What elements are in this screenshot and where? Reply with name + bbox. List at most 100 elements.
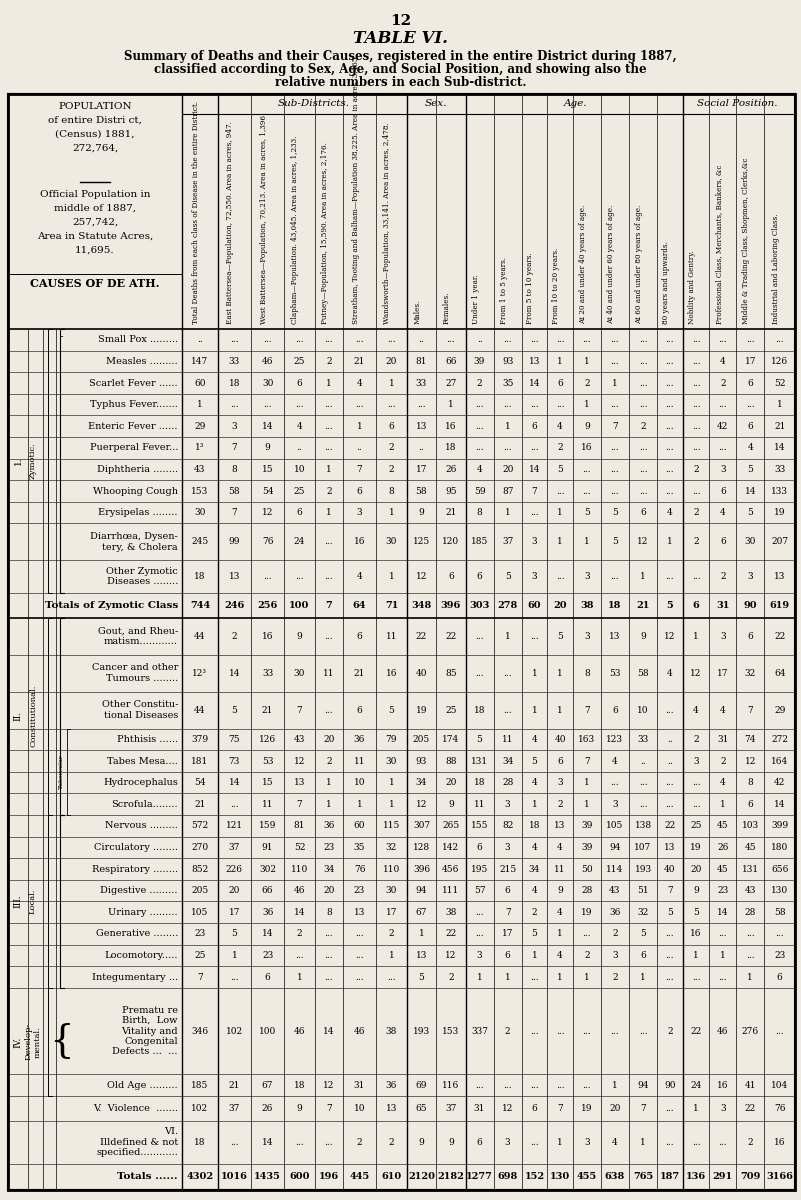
- Text: classified according to Sex, Age, and Social Position, and showing also the: classified according to Sex, Age, and So…: [154, 62, 647, 76]
- Text: 5: 5: [477, 734, 482, 744]
- Text: ...: ...: [718, 335, 727, 344]
- Text: Scrofula........: Scrofula........: [111, 799, 178, 809]
- Text: 31: 31: [474, 1104, 485, 1112]
- Text: ...: ...: [530, 1026, 539, 1036]
- Text: ...: ...: [692, 421, 700, 431]
- Text: ...: ...: [530, 335, 539, 344]
- Text: 12: 12: [638, 538, 649, 546]
- Text: 54: 54: [262, 486, 273, 496]
- Text: 1: 1: [532, 668, 537, 678]
- Text: 136: 136: [686, 1172, 706, 1181]
- Text: 6: 6: [477, 842, 482, 852]
- Text: 9: 9: [296, 631, 302, 641]
- Text: ...: ...: [556, 1080, 565, 1090]
- Text: 52: 52: [294, 842, 305, 852]
- Text: 22: 22: [745, 1104, 756, 1112]
- Text: 5: 5: [505, 572, 510, 581]
- Text: 37: 37: [445, 1104, 457, 1112]
- Text: 3: 3: [720, 631, 726, 641]
- Text: 1: 1: [505, 972, 510, 982]
- Text: 6: 6: [640, 950, 646, 960]
- Text: 25: 25: [690, 821, 702, 830]
- Text: 32: 32: [638, 907, 649, 917]
- Text: From 1 to 5 years.: From 1 to 5 years.: [500, 257, 508, 324]
- Text: 6: 6: [532, 1104, 537, 1112]
- Text: 1016: 1016: [221, 1172, 248, 1181]
- Text: 153: 153: [191, 486, 208, 496]
- Text: 65: 65: [416, 1104, 427, 1112]
- Text: ...: ...: [718, 443, 727, 452]
- Text: 4: 4: [356, 378, 362, 388]
- Text: 5: 5: [557, 631, 563, 641]
- Text: Puerperal Fever...: Puerperal Fever...: [90, 443, 178, 452]
- Text: 39: 39: [474, 356, 485, 366]
- Text: 21: 21: [445, 508, 457, 517]
- Text: 5: 5: [388, 706, 394, 715]
- Text: ...: ...: [264, 335, 272, 344]
- Text: 20: 20: [386, 356, 397, 366]
- Text: 2: 2: [557, 799, 563, 809]
- Text: ...: ...: [475, 421, 484, 431]
- Text: 7: 7: [640, 1104, 646, 1112]
- Text: 1435: 1435: [254, 1172, 281, 1181]
- Text: Zymotic.: Zymotic.: [29, 443, 37, 479]
- Text: 19: 19: [690, 842, 702, 852]
- Text: 18: 18: [445, 443, 457, 452]
- Text: 32: 32: [386, 842, 397, 852]
- Text: ...: ...: [718, 400, 727, 409]
- Text: 3: 3: [231, 421, 237, 431]
- Text: At 20 and under 40 years of age.: At 20 and under 40 years of age.: [579, 205, 587, 324]
- Text: 42: 42: [717, 421, 729, 431]
- Text: 164: 164: [771, 756, 788, 766]
- Text: Age.: Age.: [564, 100, 587, 108]
- Text: Respiratory ........: Respiratory ........: [92, 864, 178, 874]
- Text: 7: 7: [505, 907, 510, 917]
- Text: 39: 39: [582, 842, 593, 852]
- Text: 36: 36: [610, 907, 621, 917]
- Text: 21: 21: [262, 706, 273, 715]
- Text: 59: 59: [473, 486, 485, 496]
- Text: 13: 13: [610, 631, 621, 641]
- Text: 58: 58: [416, 486, 427, 496]
- Text: 195: 195: [471, 864, 489, 874]
- Text: 14: 14: [774, 443, 786, 452]
- Text: 12: 12: [323, 1080, 335, 1090]
- Text: 133: 133: [771, 486, 788, 496]
- Text: 6: 6: [356, 706, 362, 715]
- Text: 7: 7: [326, 1104, 332, 1112]
- Text: 5: 5: [584, 508, 590, 517]
- Text: ...: ...: [610, 464, 619, 474]
- Text: 610: 610: [381, 1172, 401, 1181]
- Text: 3: 3: [505, 842, 510, 852]
- Text: ...: ...: [324, 706, 333, 715]
- Text: 26: 26: [717, 842, 729, 852]
- Text: 67: 67: [416, 907, 427, 917]
- Text: ..: ..: [419, 335, 425, 344]
- Text: 43: 43: [610, 886, 621, 895]
- Text: 17: 17: [386, 907, 397, 917]
- Text: 2: 2: [640, 421, 646, 431]
- Text: ...: ...: [666, 1104, 674, 1112]
- Text: 3: 3: [584, 1138, 590, 1147]
- Text: 116: 116: [442, 1080, 460, 1090]
- Text: 130: 130: [550, 1172, 570, 1181]
- Text: 22: 22: [445, 929, 457, 938]
- Text: ...: ...: [387, 972, 396, 982]
- Text: 33: 33: [638, 734, 649, 744]
- Text: 120: 120: [442, 538, 460, 546]
- Text: 291: 291: [713, 1172, 733, 1181]
- Text: 39: 39: [582, 821, 593, 830]
- Text: ...: ...: [692, 443, 700, 452]
- Text: 619: 619: [770, 601, 790, 610]
- Text: ...: ...: [296, 335, 304, 344]
- Text: 9: 9: [419, 508, 425, 517]
- Text: 1: 1: [388, 799, 394, 809]
- Text: 30: 30: [294, 668, 305, 678]
- Text: ...: ...: [610, 778, 619, 787]
- Text: ...: ...: [324, 335, 333, 344]
- Text: 1: 1: [197, 400, 203, 409]
- Text: 4: 4: [477, 464, 482, 474]
- Text: ...: ...: [556, 572, 565, 581]
- Text: 34: 34: [502, 756, 513, 766]
- Text: 43: 43: [745, 886, 756, 895]
